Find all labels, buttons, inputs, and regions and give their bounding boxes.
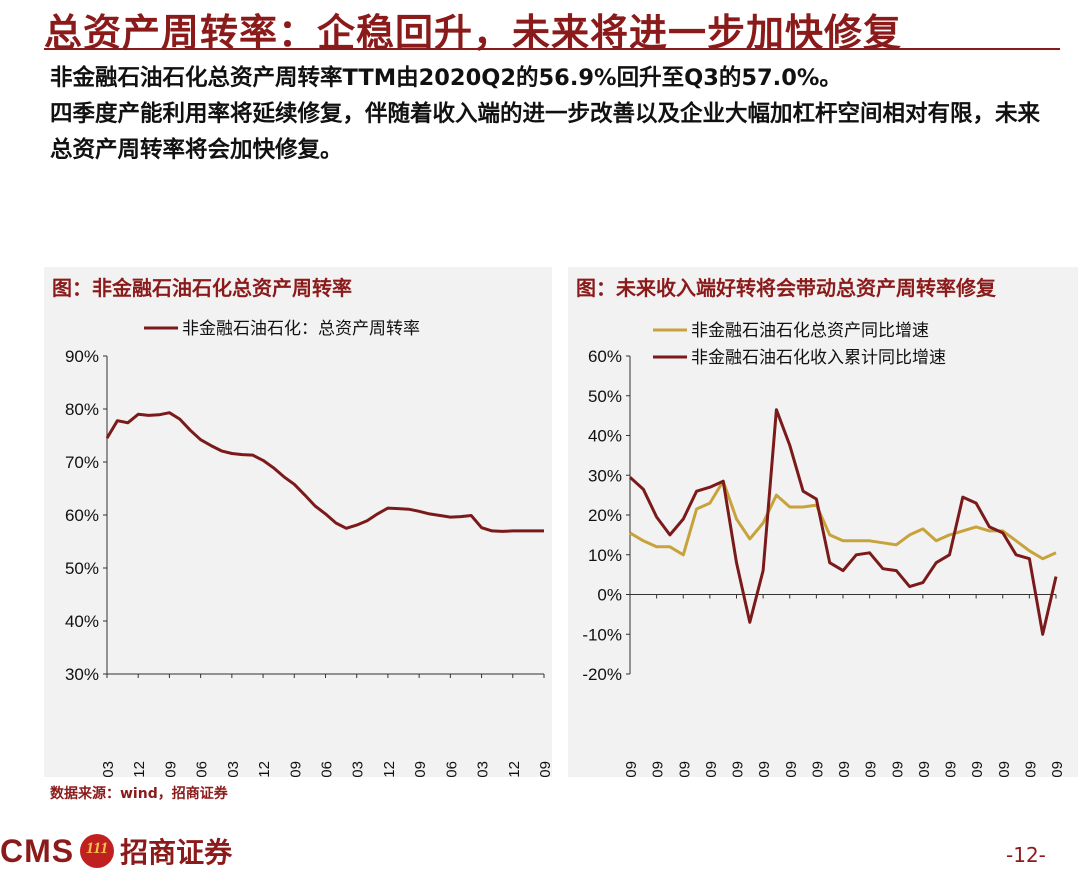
legend-label: 非金融石油石化收入累计同比增速	[691, 348, 946, 368]
source-note: 数据来源：wind，招商证券	[50, 786, 228, 802]
x-tick-label: 2016-12	[381, 761, 398, 777]
x-tick-label: 2016-03	[350, 761, 367, 777]
x-tick-label: 2013-09	[863, 761, 880, 777]
chart-title: 图：非金融石油石化总资产周转率	[52, 276, 352, 300]
x-tick-label: 2006-09	[676, 761, 693, 777]
y-tick-label: 30%	[588, 466, 622, 485]
x-tick-label: 2015-09	[916, 761, 933, 777]
series-line-1	[629, 479, 1057, 561]
x-tick-label: 2014-09	[287, 761, 304, 777]
x-tick-label: 2019-09	[1022, 761, 1039, 777]
y-tick-label: 60%	[65, 506, 99, 525]
x-tick-label: 2017-09	[969, 761, 986, 777]
page-number: -12-	[1006, 843, 1046, 867]
x-tick-label: 2011-09	[162, 761, 179, 777]
x-tick-label: 2012-06	[194, 761, 211, 777]
x-tick-label: 2020-09	[537, 761, 552, 777]
series-line-1	[105, 411, 544, 533]
y-tick-label: 0%	[597, 586, 622, 605]
summary-line-1: 非金融石油石化总资产周转率TTM由2020Q2的56.9%回升至Q3的57.0%…	[50, 65, 842, 91]
chart-panel-growth: 图：未来收入端好转将会带动总资产周转率修复 60% 50% 40% 30% 20% 10%…	[568, 267, 1078, 777]
x-tick-label: 2013-03	[225, 761, 242, 777]
page-title: 总资产周转率：企稳回升，未来将进一步加快修复	[44, 10, 903, 55]
logo-cms-text: CMS	[0, 832, 75, 869]
x-tick-label: 2018-06	[443, 761, 460, 777]
x-tick-label: 2010-09	[783, 761, 800, 777]
y-tick-label: 50%	[65, 559, 99, 578]
logo-badge-text: 111	[85, 840, 109, 857]
title-divider	[44, 48, 1060, 50]
x-tick-label: 2015-06	[319, 761, 336, 777]
x-tick-label: 2009-09	[756, 761, 773, 777]
summary-text: 非金融石油石化总资产周转率TTM由2020Q2的56.9%回升至Q3的57.0%…	[50, 60, 1060, 168]
x-tick-label: 2020-09	[1049, 761, 1066, 777]
y-tick-label: 40%	[65, 612, 99, 631]
y-tick-label: 70%	[65, 453, 99, 472]
x-tick-label: 2010-03	[100, 761, 117, 777]
series-line-2	[628, 408, 1058, 636]
y-tick-label: -20%	[582, 665, 622, 684]
y-tick-label: 30%	[65, 665, 99, 684]
logo-badge-icon: 111	[80, 834, 115, 868]
legend-label: 非金融石油石化总资产同比增速	[691, 321, 929, 341]
legend-label: 非金融石油石化：总资产周转率	[182, 319, 420, 339]
x-tick-label: 2016-09	[943, 761, 960, 777]
y-tick-label: 20%	[588, 506, 622, 525]
x-tick-label: 2008-09	[730, 761, 747, 777]
y-tick-label: 90%	[65, 347, 99, 366]
summary-line-2: 四季度产能利用率将延续修复，伴随着收入端的进一步改善以及企业大幅加杠杆空间相对有…	[50, 101, 1041, 163]
x-tick-label: 2019-03	[475, 761, 492, 777]
turnover-chart: 90% 80% 70% 60% 50% 40% 30% 2010-03 2010-12 2011-…	[65, 319, 552, 777]
x-tick-label: 2010-12	[131, 761, 148, 777]
x-tick-label: 2017-09	[412, 761, 429, 777]
y-tick-label: -10%	[582, 625, 622, 644]
x-tick-label: 2014-09	[889, 761, 906, 777]
y-tick-label: 40%	[588, 427, 622, 446]
x-tick-label: 2004-09	[623, 761, 640, 777]
y-tick-label: 60%	[588, 347, 622, 366]
y-tick-label: 80%	[65, 400, 99, 419]
y-tick-label: 10%	[588, 546, 622, 565]
growth-chart: 60% 50% 40% 30% 20% 10% 0% -10% -20% 2004-09 2005-…	[582, 321, 1066, 777]
logo-company-name: 招商证券	[120, 836, 233, 869]
x-tick-label: 2007-09	[703, 761, 720, 777]
x-tick-label: 2011-09	[809, 761, 826, 777]
company-logo: CMS 111 招商证券	[0, 832, 233, 870]
x-tick-label: 2019-12	[506, 761, 523, 777]
x-tick-label: 2013-12	[256, 761, 273, 777]
chart-title: 图：未来收入端好转将会带动总资产周转率修复	[576, 276, 996, 300]
y-tick-label: 50%	[588, 387, 622, 406]
x-tick-label: 2018-09	[996, 761, 1013, 777]
x-tick-label: 2005-09	[650, 761, 667, 777]
chart-panel-turnover: 图：非金融石油石化总资产周转率 90% 80% 70% 60% 50% 40% 30% 201…	[44, 267, 552, 777]
x-tick-label: 2012-09	[836, 761, 853, 777]
